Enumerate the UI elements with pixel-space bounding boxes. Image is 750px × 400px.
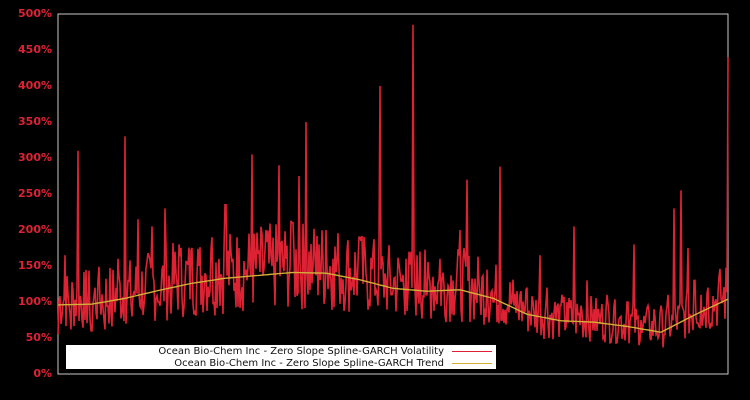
legend-item-volatility: Ocean Bio-Chem Inc - Zero Slope Spline-G…	[158, 345, 492, 357]
volatility-line	[57, 24, 729, 348]
y-tick-label: 450%	[18, 43, 52, 56]
y-tick-label: 300%	[18, 151, 52, 164]
y-tick-label: 0%	[33, 367, 52, 380]
y-tick-label: 200%	[18, 223, 52, 236]
legend-label-trend: Ocean Bio-Chem Inc - Zero Slope Spline-G…	[174, 357, 444, 369]
y-tick-label: 500%	[18, 7, 52, 20]
legend-item-trend: Ocean Bio-Chem Inc - Zero Slope Spline-G…	[174, 357, 492, 369]
y-tick-label: 400%	[18, 79, 52, 92]
trend-line	[57, 271, 729, 333]
legend: Ocean Bio-Chem Inc - Zero Slope Spline-G…	[66, 345, 496, 369]
legend-swatch-trend	[452, 362, 492, 364]
y-tick-label: 250%	[18, 187, 52, 200]
y-tick-label: 100%	[18, 295, 52, 308]
legend-label-volatility: Ocean Bio-Chem Inc - Zero Slope Spline-G…	[158, 345, 444, 357]
plot-area	[57, 13, 729, 375]
legend-swatch-volatility	[452, 350, 492, 352]
y-tick-label: 150%	[18, 259, 52, 272]
series-layer	[57, 24, 729, 348]
y-tick-label: 50%	[25, 331, 52, 344]
y-tick-label: 350%	[18, 115, 52, 128]
